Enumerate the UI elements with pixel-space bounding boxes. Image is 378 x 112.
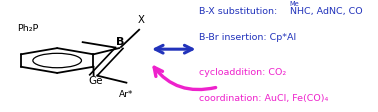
- Text: NHC, AdNC, CO: NHC, AdNC, CO: [290, 7, 363, 16]
- Text: X: X: [138, 15, 144, 25]
- Text: Ar*: Ar*: [119, 89, 133, 99]
- Text: B: B: [116, 37, 124, 47]
- Text: B-X substitution:: B-X substitution:: [199, 7, 280, 16]
- Text: Ge: Ge: [88, 76, 103, 86]
- Text: B-Br insertion: Cp*Al: B-Br insertion: Cp*Al: [199, 33, 296, 42]
- Text: cycloaddition: CO₂: cycloaddition: CO₂: [199, 68, 287, 77]
- Text: Ph₂P: Ph₂P: [17, 24, 39, 33]
- Text: coordination: AuCl, Fe(CO)₄: coordination: AuCl, Fe(CO)₄: [199, 94, 328, 103]
- Text: Me: Me: [290, 1, 299, 7]
